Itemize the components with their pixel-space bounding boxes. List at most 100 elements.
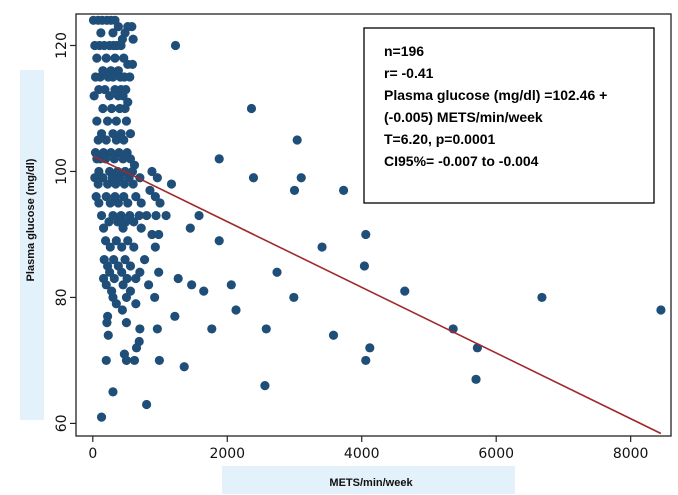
data-point: [120, 255, 130, 265]
x-axis-title: METS/min/week: [329, 477, 413, 489]
y-axis-title: Plasma glucose (mg/dl): [25, 158, 37, 281]
data-point: [166, 179, 177, 189]
data-point: [101, 135, 111, 145]
data-point: [471, 374, 481, 384]
y-axis: 60 80 100 120: [54, 32, 76, 432]
data-point: [134, 210, 144, 221]
data-point: [296, 173, 306, 183]
stats-line-ci: CI95%= -0.007 to -0.004: [384, 153, 539, 169]
data-point: [117, 242, 127, 252]
x-tick-label: 6000: [478, 446, 514, 462]
stats-line-equation: Plasma glucose (mg/dl) =102.46 +: [384, 87, 607, 103]
data-point: [127, 59, 138, 69]
data-point: [108, 72, 118, 82]
data-point: [105, 91, 115, 101]
x-axis-band: [222, 466, 515, 494]
data-point: [129, 242, 139, 252]
data-point: [109, 255, 119, 265]
data-point: [98, 223, 109, 233]
data-point: [131, 192, 141, 202]
data-point: [214, 236, 224, 246]
data-point: [92, 116, 102, 126]
data-point: [107, 103, 117, 114]
data-point: [361, 355, 371, 366]
data-point: [214, 154, 224, 164]
data-point: [98, 173, 108, 183]
data-point: [100, 236, 111, 246]
data-point: [147, 166, 157, 177]
data-point: [170, 40, 181, 51]
data-point: [121, 355, 132, 366]
data-point: [119, 179, 130, 189]
data-point: [194, 210, 204, 221]
data-point: [141, 399, 152, 410]
data-point: [118, 154, 128, 164]
data-point: [155, 198, 165, 208]
data-point: [101, 355, 111, 366]
data-point: [289, 292, 299, 303]
data-point: [359, 261, 370, 271]
data-point: [101, 53, 111, 63]
data-point: [111, 179, 121, 189]
data-point: [117, 305, 127, 315]
data-point: [118, 223, 128, 233]
data-point: [537, 292, 547, 303]
data-point: [111, 236, 121, 246]
data-point: [154, 355, 164, 366]
data-point: [117, 267, 127, 277]
data-point: [128, 179, 138, 189]
data-point: [113, 217, 123, 227]
data-point: [136, 223, 146, 233]
data-point: [109, 154, 119, 164]
data-point: [96, 210, 107, 221]
data-point: [94, 198, 104, 208]
data-point: [328, 330, 339, 340]
data-point: [121, 116, 132, 126]
data-point: [118, 280, 128, 290]
data-point: [170, 311, 180, 321]
data-point: [93, 135, 103, 145]
data-point: [226, 280, 236, 290]
data-point: [105, 242, 115, 252]
data-point: [338, 185, 349, 195]
x-tick-label: 2000: [209, 446, 245, 462]
x-tick-label: 0: [88, 446, 97, 462]
y-tick-label: 80: [54, 289, 70, 307]
data-point: [207, 324, 217, 334]
stats-line-n: n=196: [384, 43, 424, 59]
data-point: [100, 84, 110, 95]
data-point: [101, 280, 111, 290]
data-point: [317, 242, 327, 252]
data-point: [116, 40, 126, 51]
data-point: [111, 135, 121, 145]
data-point: [105, 267, 115, 277]
stats-box-frame: [363, 27, 655, 204]
data-point: [152, 173, 162, 183]
data-point: [113, 198, 123, 208]
data-point: [147, 229, 157, 240]
data-point: [128, 34, 138, 44]
stats-line-equation-cont: (-0.005) METS/min/week: [384, 109, 543, 125]
data-point: [93, 179, 103, 189]
data-point: [89, 91, 99, 101]
data-point: [131, 273, 141, 284]
data-point: [110, 53, 120, 63]
data-point: [150, 192, 160, 202]
data-point: [151, 210, 161, 221]
data-point: [150, 292, 160, 303]
data-point: [292, 135, 302, 145]
x-tick-label: 8000: [613, 446, 649, 462]
data-point: [154, 229, 164, 240]
data-point: [121, 318, 132, 328]
data-point: [141, 210, 152, 221]
data-point: [152, 324, 162, 334]
y-tick-label: 100: [54, 158, 70, 185]
data-point: [365, 343, 375, 353]
data-point: [123, 236, 133, 246]
data-point: [111, 116, 121, 126]
data-point: [92, 53, 102, 63]
data-point: [108, 28, 118, 38]
y-tick-label: 120: [54, 32, 70, 59]
data-point: [120, 103, 130, 114]
data-point: [185, 223, 195, 233]
